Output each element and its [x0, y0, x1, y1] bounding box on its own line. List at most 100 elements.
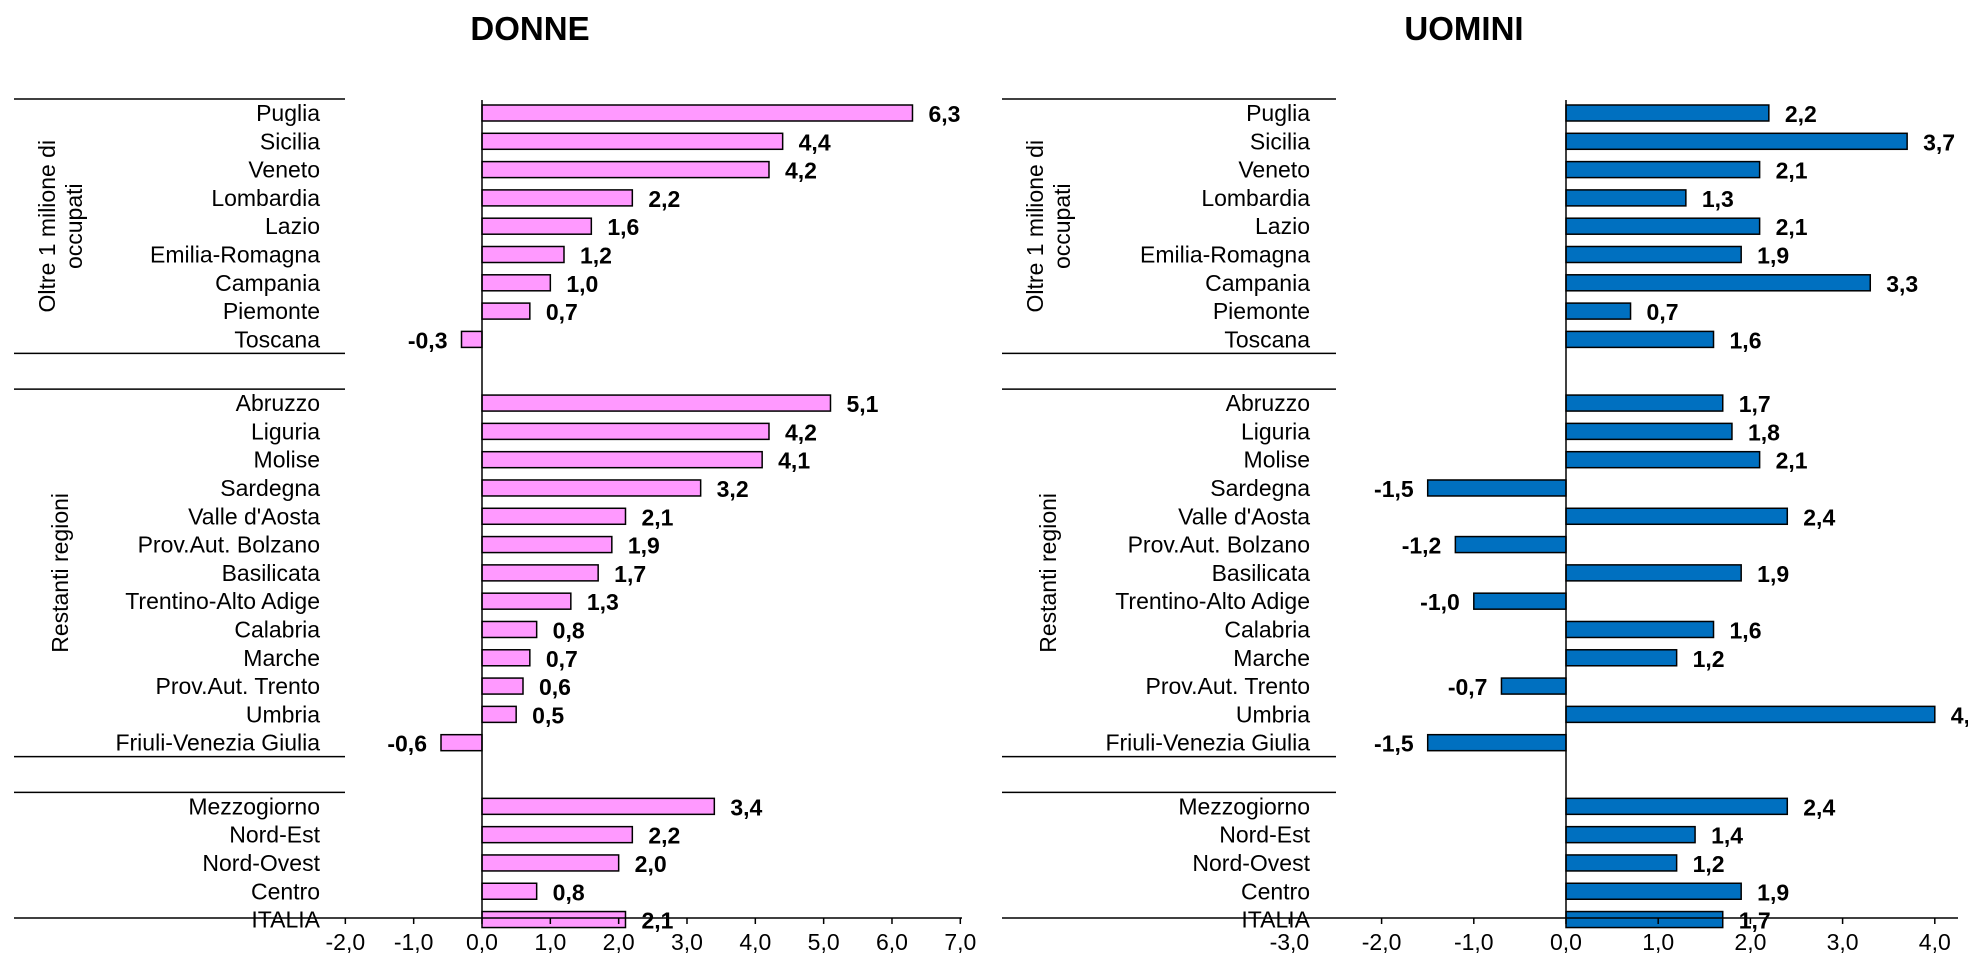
data-label: 4,2 — [785, 158, 817, 184]
category-label: Prov.Aut. Bolzano — [1128, 532, 1310, 558]
bar — [1565, 649, 1678, 667]
data-label: 0,7 — [546, 646, 578, 672]
data-label: 1,6 — [607, 214, 639, 240]
bar — [481, 797, 716, 816]
category-label: Marche — [1233, 645, 1310, 671]
group-label: Oltre 1 milione dioccupati — [34, 140, 87, 313]
category-label: Veneto — [1238, 157, 1310, 183]
bar — [481, 592, 572, 610]
bar — [1454, 535, 1567, 554]
category-label: Lombardia — [211, 185, 320, 211]
bar — [1565, 422, 1733, 441]
category-label: Liguria — [1241, 418, 1310, 444]
x-tick-label: 1,0 — [534, 929, 566, 955]
category-label: Mezzogiorno — [1178, 793, 1310, 819]
bar — [1565, 797, 1789, 816]
category-label: Prov.Aut. Bolzano — [138, 532, 320, 558]
category-label: Abruzzo — [236, 390, 320, 416]
bar — [481, 394, 832, 412]
bar — [1565, 245, 1742, 264]
data-label: 1,2 — [1693, 646, 1725, 672]
data-label: 0,8 — [553, 617, 585, 643]
group-label: Restanti regioni — [47, 493, 73, 653]
data-label: 1,6 — [1730, 617, 1762, 643]
bar — [1565, 854, 1678, 872]
x-tick-label: 4,0 — [1919, 929, 1951, 955]
data-label: 3,7 — [1923, 129, 1955, 155]
bar — [481, 132, 784, 151]
data-label: 0,8 — [553, 879, 585, 905]
category-label: Valle d'Aosta — [1178, 503, 1310, 529]
x-tick-label: 2,0 — [1734, 929, 1766, 955]
bar — [1473, 592, 1567, 610]
bar — [481, 245, 565, 264]
bar — [460, 330, 483, 349]
data-label: 1,7 — [1739, 391, 1771, 417]
bar — [1565, 132, 1908, 151]
category-label: Calabria — [1224, 616, 1310, 642]
data-label: 2,2 — [648, 186, 680, 212]
data-label: 1,3 — [587, 589, 619, 615]
x-tick-label: -2,0 — [326, 929, 366, 955]
bar — [481, 507, 627, 526]
x-tick-label: 0,0 — [466, 929, 498, 955]
bar — [481, 189, 634, 207]
data-label: 2,0 — [635, 851, 667, 877]
bar — [1565, 104, 1770, 122]
x-tick-label: 5,0 — [808, 929, 840, 955]
data-label: 3,2 — [717, 476, 749, 502]
bar — [1565, 394, 1724, 412]
x-tick-label: -3,0 — [1270, 929, 1310, 955]
x-tick-label: 4,0 — [739, 929, 771, 955]
bar — [1565, 274, 1872, 292]
x-tick-label: 2,0 — [603, 929, 635, 955]
category-label: Lazio — [1255, 213, 1310, 239]
data-label: 2,2 — [648, 823, 680, 849]
category-label: Centro — [251, 878, 320, 904]
bar — [1565, 450, 1761, 469]
category-label: Prov.Aut. Trento — [1146, 673, 1310, 699]
x-tick-label: -1,0 — [1454, 929, 1494, 955]
bar — [481, 274, 552, 292]
category-label: Basilicata — [1212, 560, 1311, 586]
data-label: 5,1 — [846, 391, 878, 417]
category-label: Veneto — [248, 157, 320, 183]
data-label: 2,2 — [1785, 101, 1817, 127]
data-label: -0,3 — [408, 327, 448, 353]
data-label: 1,0 — [566, 271, 598, 297]
data-label: 0,7 — [546, 299, 578, 325]
category-label: Sardegna — [220, 475, 320, 501]
bar — [1565, 507, 1789, 526]
category-label: Lombardia — [1201, 185, 1310, 211]
data-label: -1,5 — [1374, 476, 1414, 502]
data-label: 4,2 — [785, 419, 817, 445]
data-label: 0,5 — [532, 702, 564, 728]
category-label: Valle d'Aosta — [188, 503, 320, 529]
data-label: 1,7 — [1739, 908, 1771, 934]
chart-title-uomini: UOMINI — [1404, 10, 1523, 47]
data-label: 2,1 — [1776, 448, 1808, 474]
category-label: Nord-Est — [1219, 822, 1310, 848]
bar — [1565, 882, 1742, 900]
data-label: -1,5 — [1374, 731, 1414, 757]
bar — [481, 450, 763, 469]
data-label: 2,1 — [1776, 158, 1808, 184]
category-label: Toscana — [1224, 326, 1310, 352]
category-label: Emilia-Romagna — [150, 242, 320, 268]
data-label: 1,7 — [614, 561, 646, 587]
category-label: Abruzzo — [1226, 390, 1310, 416]
category-label: Calabria — [234, 616, 320, 642]
category-label: Basilicata — [222, 560, 321, 586]
bar — [1565, 910, 1724, 929]
category-label: Umbria — [1236, 701, 1310, 727]
data-label: 1,9 — [1757, 879, 1789, 905]
data-label: 1,3 — [1702, 186, 1734, 212]
x-tick-label: 6,0 — [876, 929, 908, 955]
category-label: Campania — [1205, 270, 1310, 296]
data-label: 1,9 — [1757, 561, 1789, 587]
bar — [1565, 189, 1687, 207]
data-label: 1,9 — [628, 533, 660, 559]
category-label: Emilia-Romagna — [1140, 242, 1310, 268]
data-label: -0,6 — [387, 731, 427, 757]
